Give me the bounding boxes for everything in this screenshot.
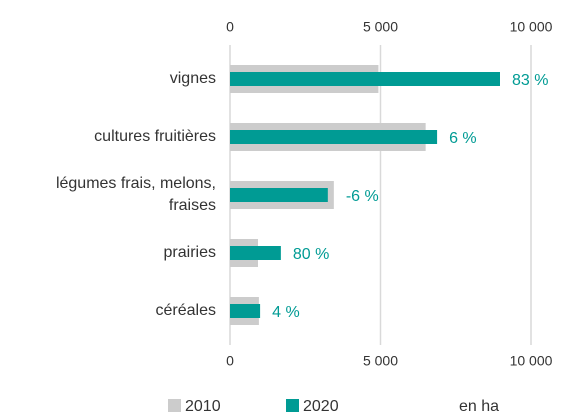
bar [230, 304, 261, 318]
change-label: 6 % [449, 130, 477, 147]
x-tick-label-top: 5 000 [363, 19, 398, 35]
legend-swatch [286, 399, 299, 412]
bar [230, 72, 500, 86]
bar [230, 130, 438, 144]
legend-label: 2010 [185, 398, 221, 414]
bar [230, 188, 328, 202]
legend-swatch [168, 399, 181, 412]
category-label: céréales [155, 302, 216, 319]
x-tick-label-bottom: 10 000 [510, 353, 553, 369]
bar [230, 246, 281, 260]
change-label: 80 % [293, 246, 329, 263]
category-label: cultures fruitières [94, 128, 216, 145]
unit-label: en ha [459, 398, 499, 414]
x-tick-label-bottom: 0 [226, 353, 234, 369]
category-label: prairies [163, 244, 216, 261]
x-tick-label-top: 0 [226, 19, 234, 35]
x-tick-label-top: 10 000 [510, 19, 553, 35]
legend-label: 2020 [303, 398, 339, 414]
change-label: -6 % [346, 188, 379, 205]
x-tick-label-bottom: 5 000 [363, 353, 398, 369]
change-label: 4 % [272, 304, 300, 321]
category-label: vignes [169, 70, 216, 87]
category-label: légumes frais, melons, fraises [55, 175, 216, 214]
change-label: 83 % [512, 72, 548, 89]
